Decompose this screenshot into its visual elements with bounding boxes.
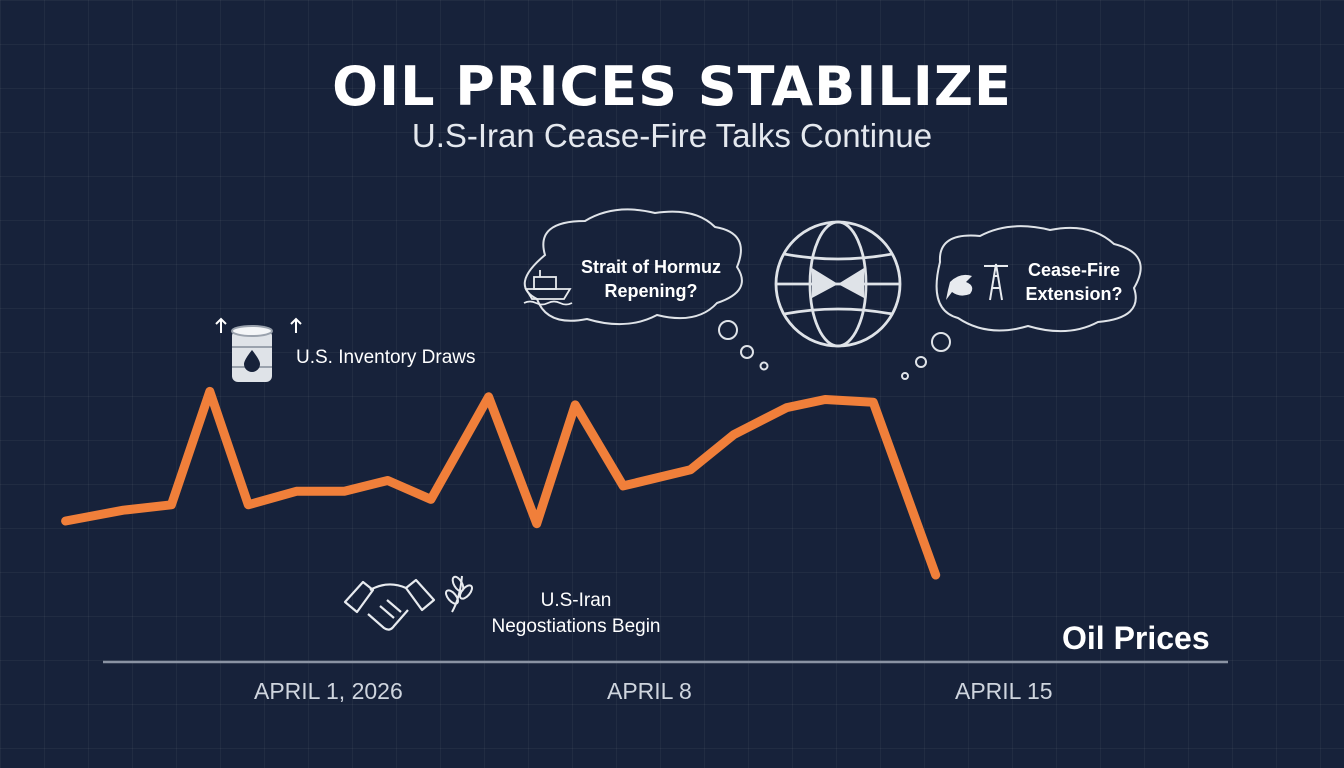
- x-tick-label-april-8: APRIL 8: [607, 678, 692, 704]
- annotation-negotiations: U.S-Iran Negostiations Begin: [472, 588, 680, 639]
- oil-barrel-icon: [215, 317, 302, 382]
- x-tick-label-april-15: APRIL 15: [955, 678, 1053, 704]
- globe-icon: [774, 220, 902, 348]
- annotation-hormuz-line2: Repening?: [604, 281, 698, 302]
- annotation-hormuz-line1: Strait of Hormuz: [580, 257, 721, 277]
- thought-bubble-ceasefire: [901, 225, 1142, 380]
- laurel-icon: [445, 575, 473, 613]
- annotation-ceasefire-line1: Cease-Fire: [1027, 260, 1121, 280]
- annotation-ceasefire: Cease-Fire Extension?: [1010, 258, 1138, 307]
- annotation-negotiations-line2: Negostiations Begin: [491, 615, 661, 637]
- x-tick-label-april-1: APRIL 1, 2026: [254, 678, 403, 704]
- ship-icon: [523, 270, 573, 306]
- annotation-hormuz: Strait of Hormuz Repening?: [562, 255, 740, 304]
- thought-bubble-hormuz: [523, 208, 769, 371]
- annotation-negotiations-line1: U.S-Iran: [540, 590, 612, 611]
- dove-icon: [946, 274, 973, 300]
- series-label-oil-prices: Oil Prices: [1062, 620, 1210, 656]
- annotation-inventory-draws: U.S. Inventory Draws: [296, 347, 476, 368]
- series-line-oil-prices: [61, 386, 941, 580]
- annotation-ceasefire-line2: Extension?: [1025, 284, 1123, 305]
- oil-derrick-icon: [984, 263, 1008, 301]
- chart-title: OIL PRICES STABILIZE: [332, 55, 1012, 118]
- chart-subtitle: U.S-Iran Cease-Fire Talks Continue: [411, 117, 933, 154]
- handshake-icon: [343, 578, 436, 631]
